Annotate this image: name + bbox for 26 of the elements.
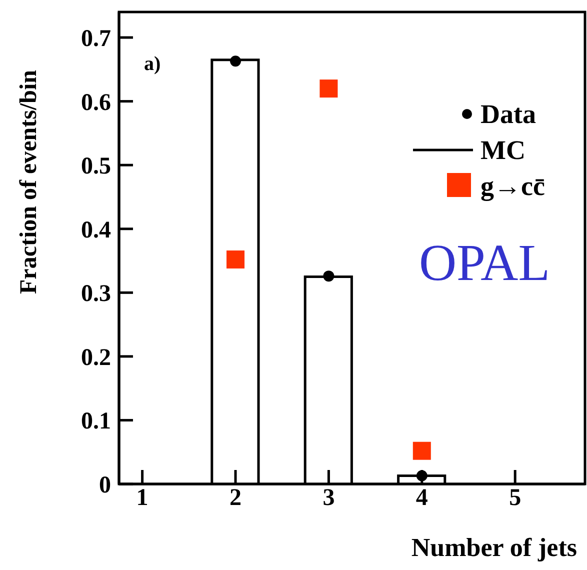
y-tick-label: 0.1 — [81, 408, 111, 435]
point — [320, 80, 338, 98]
y-tick-label: 0.2 — [81, 344, 111, 371]
legend-label: Data — [480, 98, 536, 130]
legend-label: MC — [480, 134, 526, 166]
legend-label: g→cc̄ — [480, 170, 545, 202]
x-tick-label: 2 — [230, 485, 242, 512]
x-tick-label: 4 — [416, 485, 428, 512]
y-tick-label: 0.7 — [81, 26, 111, 52]
x-tick-label: 1 — [136, 485, 148, 512]
annotation: OPAL — [418, 235, 550, 292]
y-tick-label: 0.3 — [81, 281, 111, 308]
y-tick-label: 0.4 — [81, 217, 111, 244]
point — [412, 442, 431, 460]
x-tick-label: 5 — [509, 485, 522, 512]
y-tick-label: 0.5 — [81, 154, 111, 180]
x-axis-title: Number of jets — [411, 533, 577, 562]
x-tick-label: 3 — [322, 485, 335, 512]
annotation: a) — [144, 53, 161, 75]
point — [323, 270, 334, 282]
point — [230, 56, 241, 67]
y-axis-title: Fraction of events/bin — [16, 70, 42, 294]
point — [416, 470, 428, 482]
point — [226, 250, 244, 268]
y-tick-label: 0.6 — [81, 90, 111, 116]
y-tick-label: 0 — [99, 472, 111, 499]
